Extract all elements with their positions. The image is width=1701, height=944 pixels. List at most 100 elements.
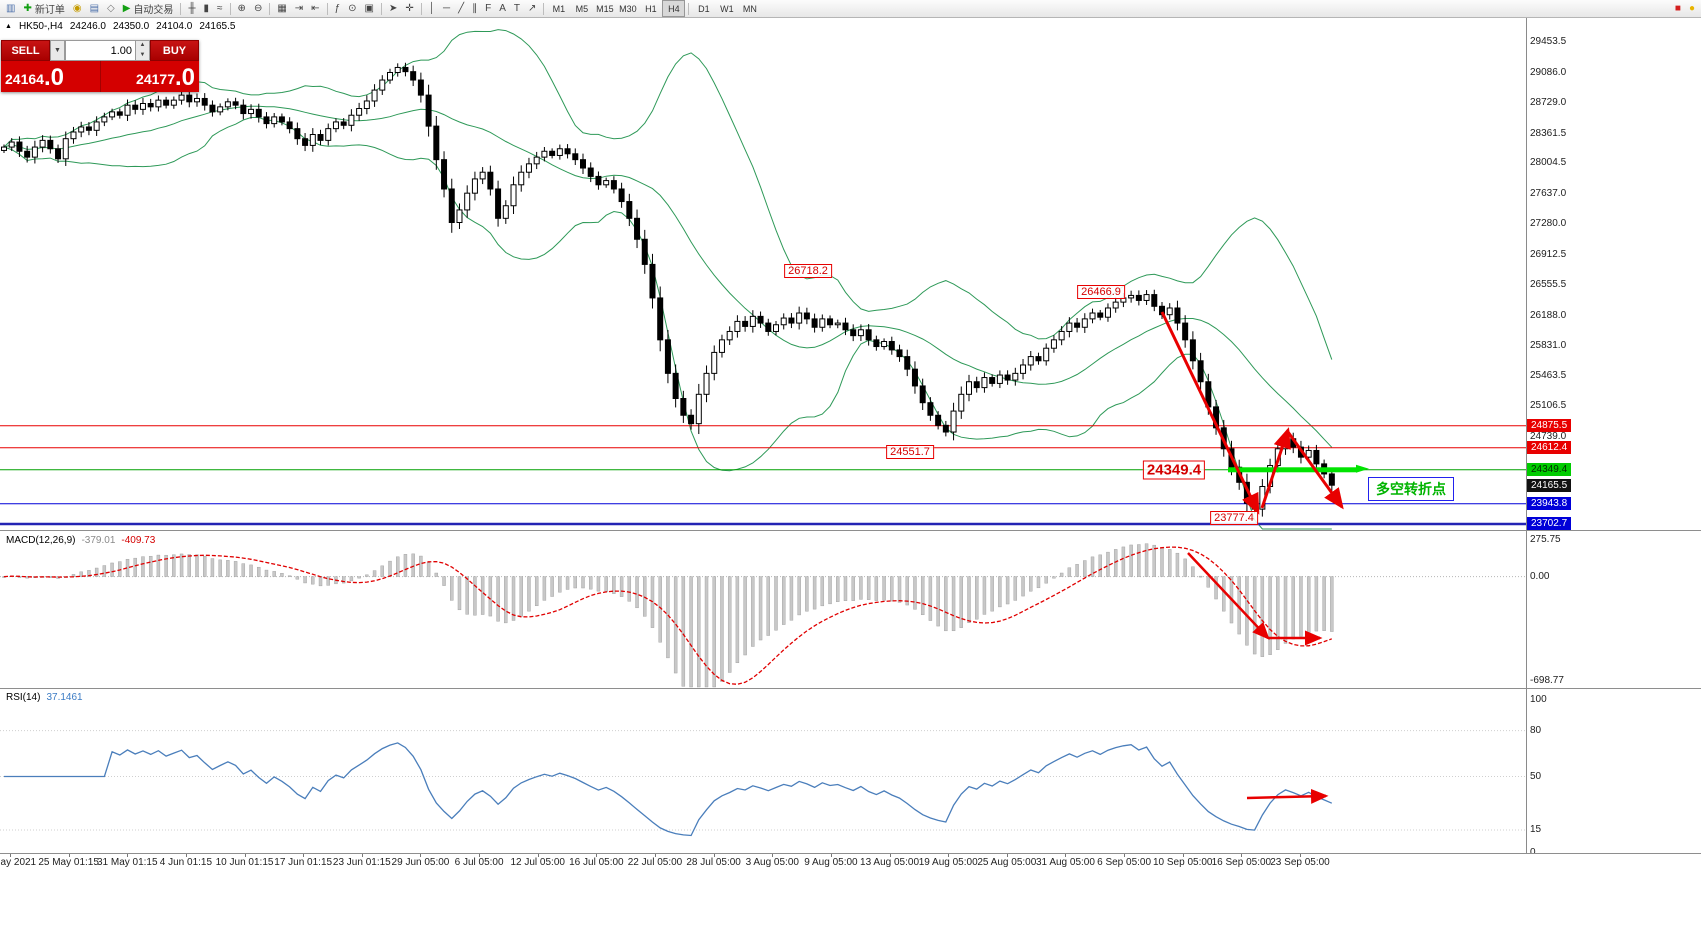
macd-arrow[interactable] (1187, 552, 1270, 640)
price-callout[interactable]: 26466.9 (1077, 285, 1125, 299)
buy-button[interactable]: BUY (150, 40, 199, 61)
horizontal-line-button[interactable]: ─ (439, 0, 454, 17)
timeframe-m1-button[interactable]: M1 (547, 0, 570, 17)
panel-divider[interactable] (0, 853, 1701, 854)
sell-button[interactable]: SELL (1, 40, 50, 61)
buy-price-int: 24177 (136, 71, 175, 87)
trendline-button[interactable]: ╱ (454, 0, 468, 17)
status-icon[interactable]: ● (1685, 0, 1699, 17)
volume-stepper[interactable]: ▲ ▼ (136, 40, 150, 61)
timeframe-d1-button[interactable]: D1 (692, 0, 715, 17)
bar-chart-type-button[interactable]: ╫ (184, 0, 199, 17)
market-watch-button[interactable]: ◉ (69, 0, 86, 17)
zoom-out-button[interactable]: ⊖ (250, 0, 266, 17)
timeframe-m5-button[interactable]: M5 (570, 0, 593, 17)
price-callout[interactable]: 23777.4 (1210, 511, 1258, 525)
panel-divider[interactable] (0, 688, 1701, 689)
rsi-arrow[interactable] (1246, 788, 1329, 804)
line-chart-type-icon: ≈ (217, 3, 223, 14)
macd-signal-value: -409.73 (121, 535, 156, 546)
time-axis-tick (1065, 854, 1067, 857)
price-axis-label: 26912.5 (1530, 248, 1567, 260)
time-axis-tick (1241, 854, 1243, 857)
price-axis-label: 26555.5 (1530, 278, 1567, 290)
new-order-button-label: 新订单 (34, 5, 65, 16)
trend-arrow[interactable] (1260, 427, 1291, 509)
text-button[interactable]: A (495, 0, 510, 17)
crosshair-icon: ✛ (405, 3, 414, 14)
zoom-in-button[interactable]: ⊕ (234, 0, 250, 17)
timeframe-m30-button[interactable]: M30 (616, 0, 639, 17)
templates-button[interactable]: ▣ (361, 0, 378, 17)
label-button[interactable]: T (510, 0, 524, 17)
time-axis-label: 22 Jul 05:00 (627, 857, 683, 868)
fibonacci-button[interactable]: F (481, 0, 495, 17)
chart-shift-button[interactable]: ⇤ (307, 0, 323, 17)
data-window-button[interactable]: ▤ (86, 0, 103, 17)
time-axis-tick (537, 854, 539, 857)
auto-scroll-button[interactable]: ⇥ (291, 0, 307, 17)
zoom-out-icon: ⊖ (253, 3, 263, 14)
arrows-icon: ↗ (528, 3, 537, 14)
annotation-note[interactable]: 多空转折点 (1368, 477, 1454, 501)
timeframe-m15-button-label: M15 (596, 3, 614, 14)
price-axis-label: 27280.0 (1530, 218, 1567, 230)
trend-up-icon: ▲ (5, 23, 12, 30)
cursor-button[interactable]: ➤ (385, 0, 401, 17)
sell-price-frac: .0 (43, 64, 64, 91)
timeframe-h1-button[interactable]: H1 (639, 0, 662, 17)
turning-point-zone[interactable] (1228, 464, 1369, 473)
time-axis-tick (772, 854, 774, 857)
auto-scroll-icon: ⇥ (294, 3, 304, 14)
rsi-axis-label: 80 (1530, 724, 1542, 736)
toolbar-separator (543, 2, 545, 15)
trend-arrow[interactable] (1286, 431, 1344, 510)
navigator-icon: ◇ (107, 3, 115, 14)
trend-arrows[interactable] (1160, 311, 1344, 515)
crosshair-button[interactable]: ✛ (401, 0, 417, 17)
vertical-line-button[interactable]: │ (425, 0, 439, 17)
timeframe-mn-button-label: MN (742, 3, 757, 14)
price-callout[interactable]: 24551.7 (886, 445, 934, 459)
timeframe-m15-button[interactable]: M15 (593, 0, 616, 17)
arrows-button[interactable]: ↗ (524, 0, 540, 17)
timeframe-w1-button[interactable]: W1 (715, 0, 738, 17)
tile-windows-button[interactable]: ▦ (273, 0, 290, 17)
periods-button[interactable]: ⊙ (344, 0, 360, 17)
timeframe-mn-button[interactable]: MN (738, 0, 761, 17)
alert-icon[interactable]: ■ (1671, 0, 1685, 17)
trend-arrow[interactable] (1160, 311, 1260, 515)
channel-button[interactable]: ∥ (468, 0, 481, 17)
price-callout[interactable]: 24349.4 (1142, 460, 1206, 480)
buy-price[interactable]: 24177 .0 (101, 61, 200, 92)
timeframe-h4-button[interactable]: H4 (662, 0, 686, 17)
timeframe-m1-button-label: M1 (552, 3, 566, 14)
candlestick-chart-type-button[interactable]: ▮ (200, 0, 214, 17)
volume-dropdown[interactable]: ▼ (50, 40, 65, 61)
navigator-button[interactable]: ◇ (103, 0, 119, 17)
panel-divider[interactable] (0, 530, 1701, 531)
time-axis-label: 16 Jul 05:00 (569, 857, 624, 868)
volume-down-icon[interactable]: ▼ (139, 51, 146, 58)
rsi-axis-label: 0 (1530, 847, 1536, 858)
symbol-low: 24104.0 (156, 21, 193, 32)
line-chart-type-button[interactable]: ≈ (213, 0, 227, 17)
time-axis-label: 28 Jul 05:00 (686, 857, 741, 868)
new-order-button[interactable]: ✚ 新订单 (19, 0, 68, 17)
time-axis-label: 23 Sep 05:00 (1270, 857, 1330, 868)
time-axis-label: 19 Aug 05:00 (918, 857, 978, 868)
volume-input[interactable] (66, 41, 135, 60)
new-chart-button[interactable]: ▥ (2, 0, 19, 17)
macd-axis-label: -698.77 (1530, 675, 1564, 686)
price-callout[interactable]: 26718.2 (784, 264, 832, 278)
horizontal-level-lines (0, 425, 1526, 526)
time-axis-tick (596, 854, 598, 857)
time-axis-tick (889, 854, 891, 857)
auto-trading-button[interactable]: ▶ 自动交易 (119, 0, 178, 17)
auto-trading-icon: ▶ (122, 3, 131, 14)
time-axis-label: 3 Aug 05:00 (745, 857, 799, 868)
volume-up-icon[interactable]: ▲ (139, 42, 146, 48)
sell-price[interactable]: 24164 .0 (1, 61, 101, 92)
indicators-button[interactable]: ƒ (331, 0, 345, 17)
